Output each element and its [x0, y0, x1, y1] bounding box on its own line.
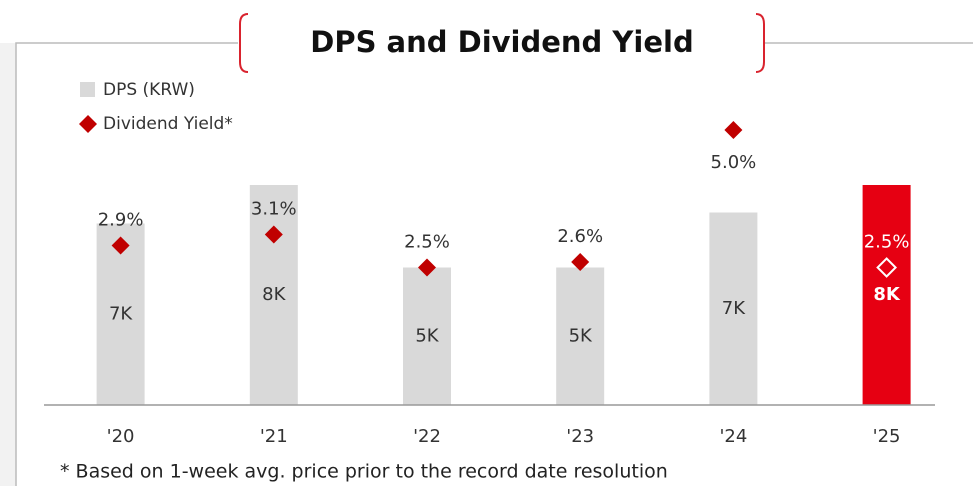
yield-label: 5.0% — [711, 152, 757, 173]
yield-label: 2.5% — [404, 232, 450, 253]
x-tick-label: '24 — [719, 426, 747, 447]
yield-marker — [571, 253, 590, 271]
legend-label: Dividend Yield* — [103, 114, 233, 134]
bar-value-label: 7K — [722, 298, 746, 319]
yield-label: 2.5% — [864, 232, 910, 253]
bar — [709, 212, 758, 405]
legend-swatch — [80, 82, 95, 97]
bar — [862, 185, 911, 405]
bar — [249, 185, 298, 405]
bar-value-label: 5K — [569, 325, 593, 346]
bar — [556, 267, 605, 405]
title-bracket — [239, 13, 249, 73]
side-panel — [0, 43, 16, 486]
frame — [15, 42, 973, 486]
yield-label: 3.1% — [251, 199, 297, 220]
yield-marker — [418, 258, 436, 277]
legend-swatch — [79, 115, 97, 133]
title-bracket — [755, 13, 765, 73]
bar — [403, 267, 451, 405]
bar-value-label: 5K — [415, 325, 439, 346]
legend-label: DPS (KRW) — [103, 80, 195, 100]
yield-marker — [724, 121, 743, 139]
bar-value-label: 7K — [109, 303, 133, 324]
yield-label: 2.9% — [98, 210, 144, 231]
x-tick-label: '23 — [566, 426, 594, 447]
footnote: * Based on 1-week avg. price prior to th… — [60, 461, 668, 483]
x-tick-label: '25 — [873, 426, 901, 447]
x-tick-label: '21 — [260, 426, 288, 447]
yield-marker — [111, 236, 130, 255]
x-tick-label: '22 — [413, 426, 441, 447]
bar-value-label: 8K — [873, 284, 901, 305]
bar-value-label: 8K — [262, 284, 286, 305]
yield-marker — [876, 257, 898, 278]
chart-title: DPS and Dividend Yield — [310, 25, 693, 59]
yield-marker — [264, 225, 283, 244]
x-tick-label: '20 — [107, 426, 135, 447]
yield-label: 2.6% — [557, 226, 603, 247]
